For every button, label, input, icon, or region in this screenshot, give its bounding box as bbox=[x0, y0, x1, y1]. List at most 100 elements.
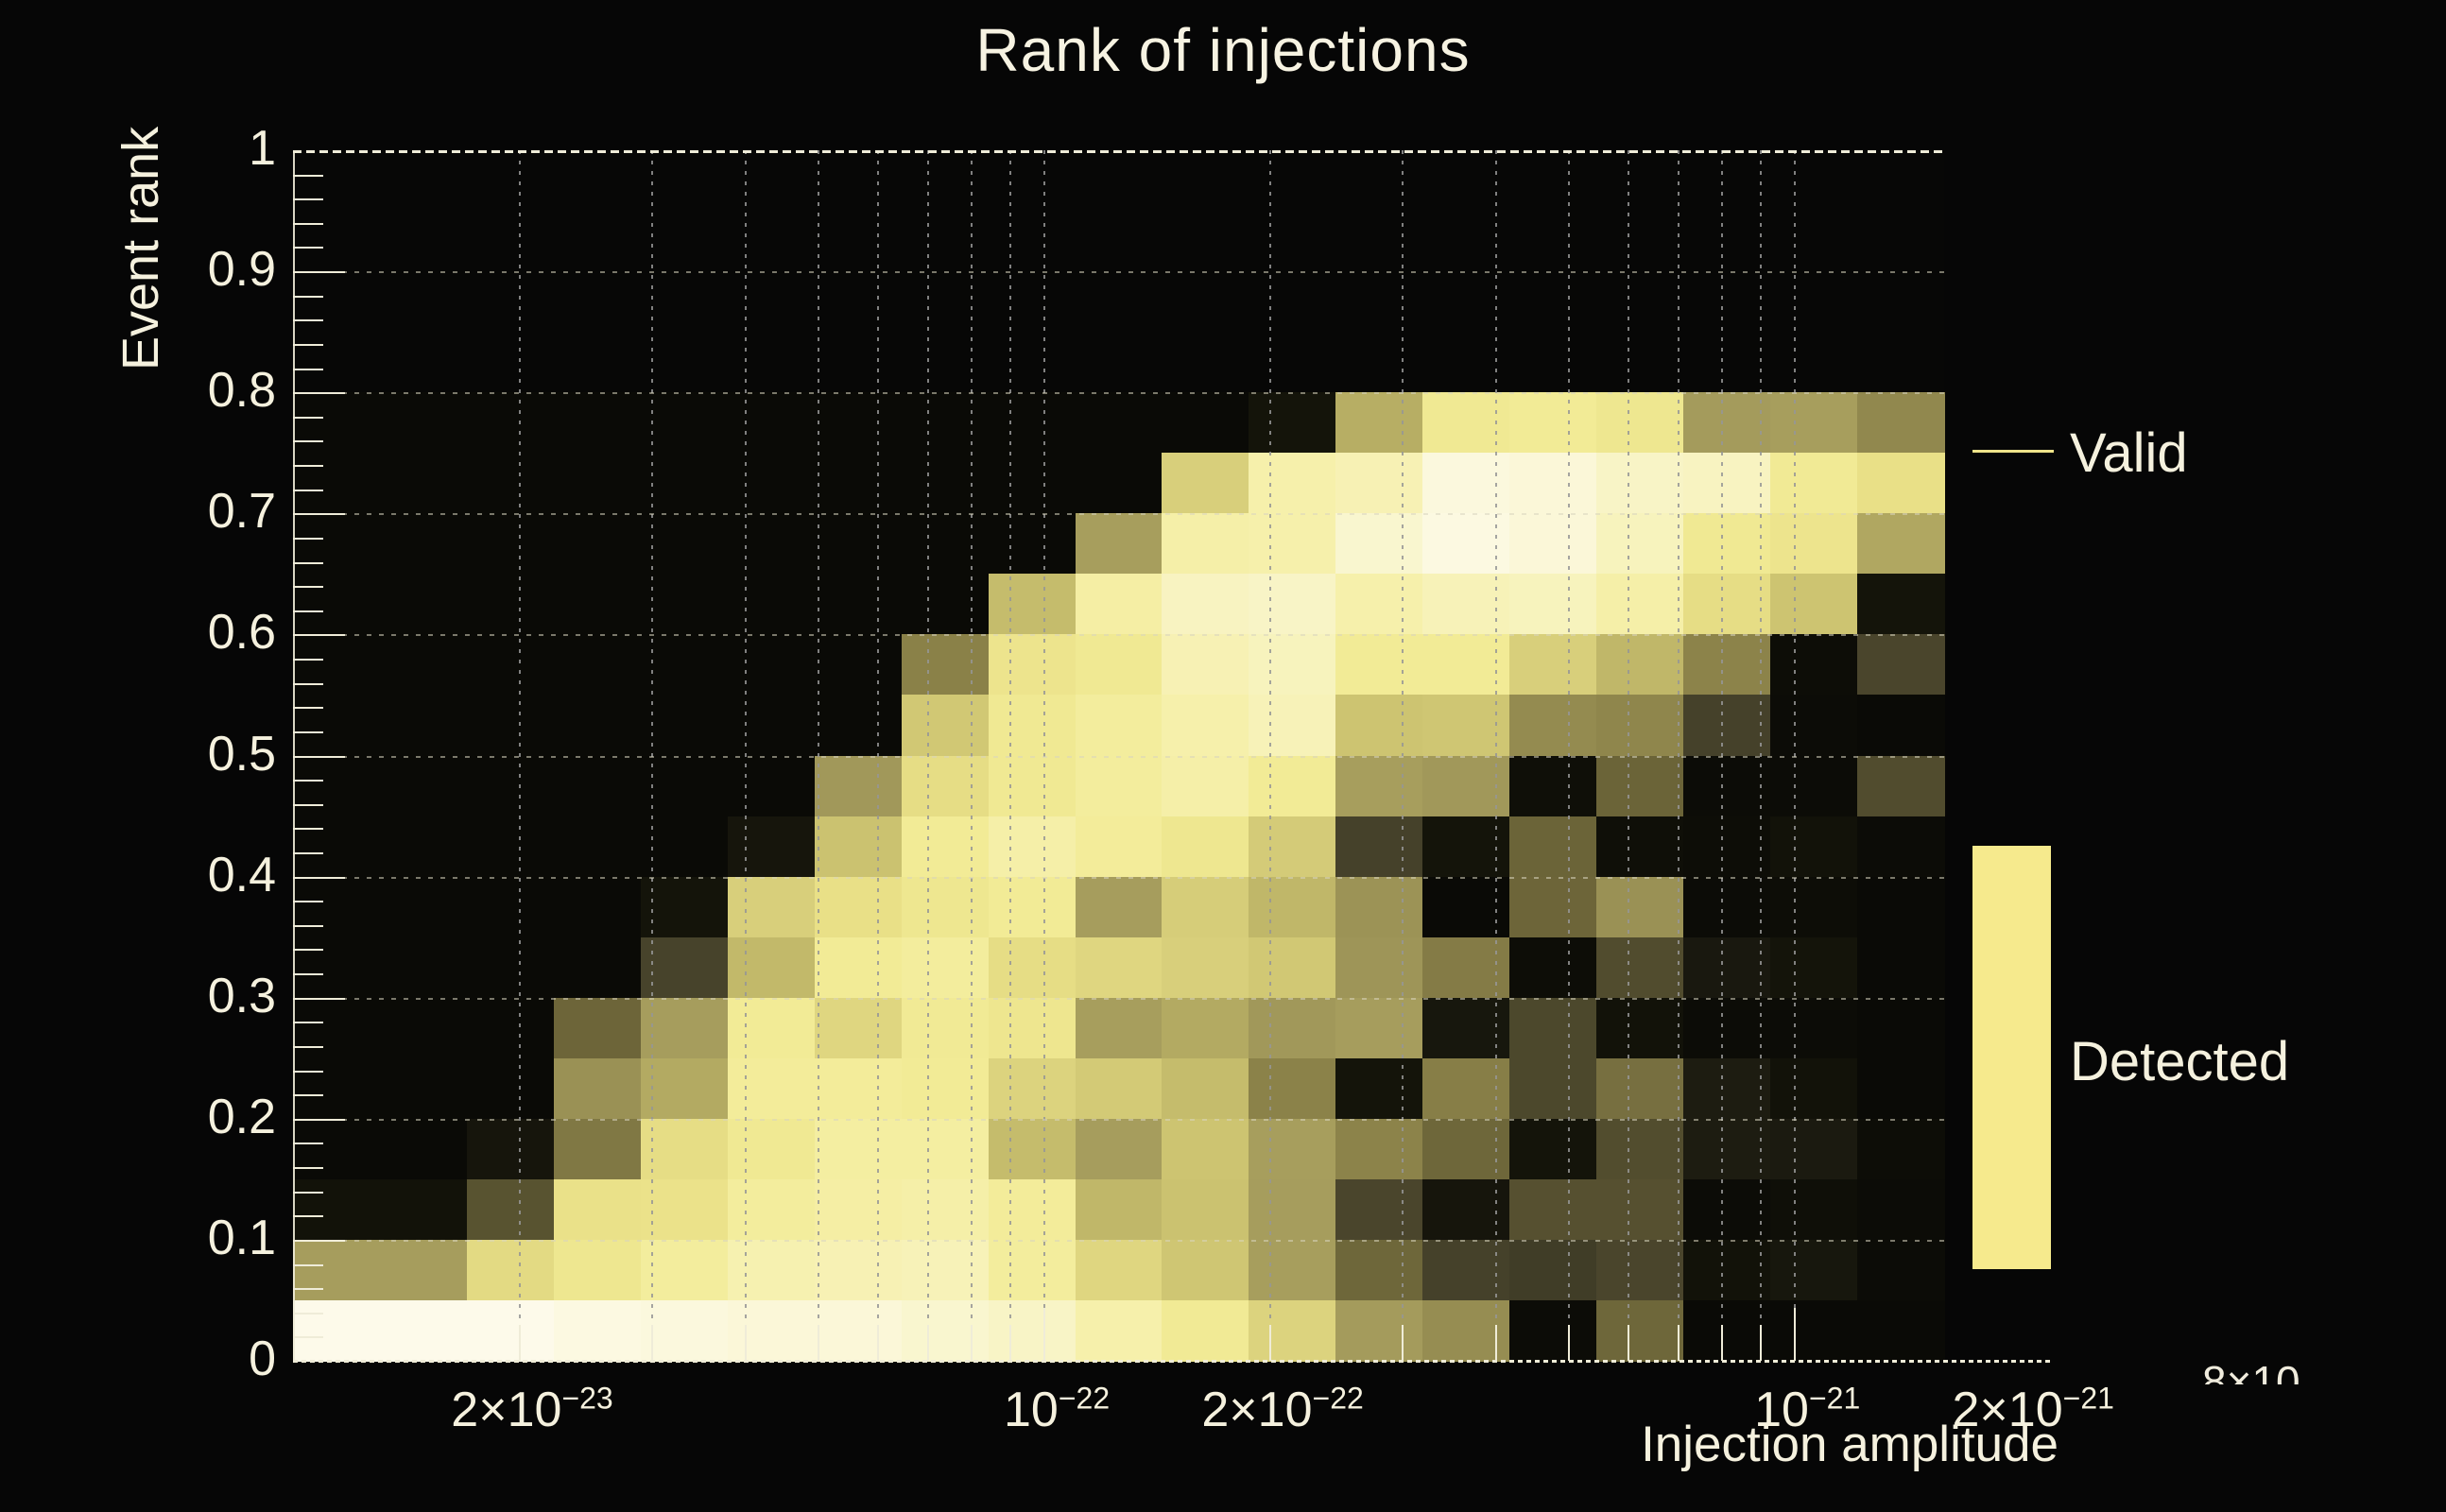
heatmap-cell bbox=[1509, 392, 1598, 455]
y-axis-tick bbox=[293, 537, 323, 540]
heatmap-cell bbox=[1075, 816, 1163, 878]
heatmap-cell bbox=[988, 695, 1077, 757]
heatmap-cell bbox=[901, 392, 990, 455]
y-axis-tick bbox=[293, 1022, 323, 1024]
heatmap-cell bbox=[466, 513, 555, 576]
heatmap-cell bbox=[379, 755, 468, 817]
heatmap-cell bbox=[1857, 453, 1945, 515]
heatmap-cell bbox=[1509, 1057, 1598, 1120]
heatmap-cell bbox=[1249, 1299, 1337, 1362]
gridline-horizontal bbox=[293, 1239, 1944, 1242]
heatmap-cell bbox=[379, 453, 468, 515]
heatmap-cell bbox=[1596, 1299, 1685, 1362]
heatmap-cell bbox=[1596, 695, 1685, 757]
heatmap-cell bbox=[1509, 453, 1598, 515]
y-axis-tick bbox=[293, 876, 345, 879]
heatmap-cell bbox=[814, 453, 903, 515]
heatmap-cell bbox=[1509, 695, 1598, 757]
heatmap-cell bbox=[1335, 1299, 1424, 1362]
y-axis-tick bbox=[293, 1336, 323, 1339]
heatmap-cell bbox=[1249, 392, 1337, 455]
heatmap-cell bbox=[727, 755, 816, 817]
heatmap-cell bbox=[293, 1057, 381, 1120]
heatmap-cell bbox=[814, 755, 903, 817]
y-axis-tick bbox=[293, 803, 323, 806]
y-axis-tick bbox=[293, 513, 345, 516]
x-axis-tick bbox=[818, 1325, 820, 1361]
heatmap-cell bbox=[727, 816, 816, 878]
y-axis-tick bbox=[293, 1045, 323, 1048]
heatmap-cell bbox=[1335, 1178, 1424, 1241]
gridline-horizontal bbox=[293, 634, 1944, 637]
y-axis-tick bbox=[293, 1094, 323, 1097]
heatmap-cell bbox=[1075, 1239, 1163, 1301]
heatmap-cell bbox=[1509, 755, 1598, 817]
heatmap-cell bbox=[901, 997, 990, 1059]
heatmap-cell bbox=[379, 634, 468, 696]
y-axis-tick bbox=[293, 319, 323, 322]
heatmap-cell bbox=[466, 876, 555, 938]
heatmap-cell bbox=[814, 936, 903, 999]
heatmap-cell bbox=[988, 1178, 1077, 1241]
x-axis-tick bbox=[927, 1325, 930, 1361]
heatmap-cell bbox=[1335, 816, 1424, 878]
y-axis-tick bbox=[293, 1263, 323, 1266]
y-tick-label: 0.9 bbox=[207, 242, 276, 298]
y-axis-tick bbox=[293, 730, 323, 733]
heatmap-cell bbox=[1422, 453, 1511, 515]
heatmap-cell bbox=[379, 513, 468, 576]
heatmap-cell bbox=[1422, 1118, 1511, 1180]
x-axis-tick bbox=[1043, 1308, 1046, 1361]
heatmap-cell bbox=[814, 513, 903, 576]
heatmap-cell bbox=[814, 816, 903, 878]
x-tick-label: 2×10−21 bbox=[1891, 1382, 2175, 1438]
heatmap-cell bbox=[1509, 634, 1598, 696]
heatmap-cell bbox=[1683, 936, 1772, 999]
heatmap-cell bbox=[466, 1118, 555, 1180]
x-axis-tick bbox=[1794, 1308, 1797, 1361]
heatmap-cell bbox=[466, 936, 555, 999]
legend-valid-label: Valid bbox=[2070, 422, 2188, 484]
gridline-horizontal bbox=[293, 392, 1944, 395]
heatmap-cell bbox=[1857, 876, 1945, 938]
heatmap-cell bbox=[1335, 695, 1424, 757]
heatmap-cell bbox=[466, 392, 555, 455]
y-axis-tick bbox=[293, 924, 323, 927]
legend-detected-label: Detected bbox=[2070, 1031, 2290, 1092]
heatmap-cell bbox=[1249, 634, 1337, 696]
heatmap-cell bbox=[1596, 1057, 1685, 1120]
y-tick-label: 0.6 bbox=[207, 605, 276, 661]
y-axis-tick bbox=[293, 343, 323, 346]
x-axis-tick bbox=[1269, 1325, 1272, 1361]
heatmap-cell bbox=[814, 1239, 903, 1301]
heatmap-cell bbox=[1770, 1118, 1859, 1180]
heatmap-cell bbox=[901, 1057, 990, 1120]
heatmap-cell bbox=[1509, 513, 1598, 576]
heatmap-cell bbox=[901, 876, 990, 938]
heatmap-cell bbox=[640, 453, 729, 515]
y-axis-line bbox=[293, 150, 295, 1361]
heatmap-cell bbox=[1075, 1057, 1163, 1120]
x-tick-label: 2×10−23 bbox=[390, 1382, 674, 1438]
heatmap-cell bbox=[1162, 936, 1250, 999]
heatmap-cell bbox=[727, 997, 816, 1059]
y-axis-tick bbox=[293, 707, 323, 710]
heatmap-cell bbox=[1335, 513, 1424, 576]
heatmap-cell bbox=[988, 816, 1077, 878]
heatmap-cell bbox=[988, 876, 1077, 938]
heatmap-cell bbox=[1857, 392, 1945, 455]
heatmap-cell bbox=[1422, 695, 1511, 757]
heatmap-cell bbox=[1249, 453, 1337, 515]
y-axis-tick bbox=[293, 561, 323, 564]
heatmap-cell bbox=[727, 392, 816, 455]
heatmap-cell bbox=[1075, 453, 1163, 515]
heatmap-cell bbox=[640, 876, 729, 938]
heatmap-cell bbox=[1596, 453, 1685, 515]
heatmap-cell bbox=[1162, 1299, 1250, 1362]
gridline-horizontal bbox=[293, 1118, 1944, 1121]
heatmap-cell bbox=[1249, 936, 1337, 999]
heatmap-cell bbox=[1770, 936, 1859, 999]
x-axis-title: Injection amplitude bbox=[1641, 1417, 2058, 1472]
x-axis-tick bbox=[1008, 1325, 1011, 1361]
heatmap-cell bbox=[379, 1239, 468, 1301]
